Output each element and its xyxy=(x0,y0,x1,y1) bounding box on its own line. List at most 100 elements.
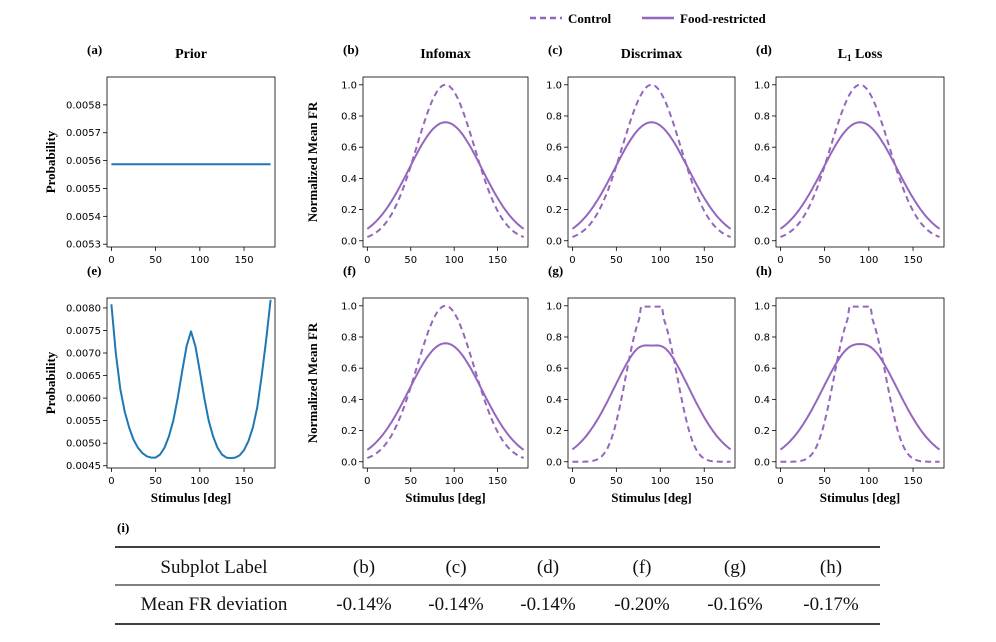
table-header-cell: (g) xyxy=(724,557,746,578)
food-restricted-line xyxy=(366,121,525,230)
x-tick-label: 100 xyxy=(190,255,209,266)
x-tick-label: 0 xyxy=(364,476,370,487)
prior-line xyxy=(110,299,272,460)
panel-title: Discrimax xyxy=(621,47,682,62)
x-tick-label: 100 xyxy=(651,255,670,266)
table-value-cell: -0.17% xyxy=(803,594,859,615)
panel-title: Infomax xyxy=(420,47,471,62)
x-axis-label: Stimulus [deg] xyxy=(820,490,901,505)
x-axis-label: Stimulus [deg] xyxy=(611,490,692,505)
plot-area xyxy=(779,305,941,463)
y-tick-label: 0.0058 xyxy=(66,100,101,111)
x-tick-label: 0 xyxy=(777,255,783,266)
y-tick-label: 1.0 xyxy=(754,301,770,312)
axes-frame xyxy=(106,76,276,248)
panel-label: (g) xyxy=(548,263,563,278)
axes-frame xyxy=(362,76,529,248)
y-tick-label: 0.6 xyxy=(754,364,770,375)
y-tick-label: 0.4 xyxy=(754,174,770,185)
y-tick-label: 0.6 xyxy=(341,364,357,375)
x-tick-label: 50 xyxy=(610,255,623,266)
table-value-cell: -0.20% xyxy=(614,594,670,615)
panel-label: (b) xyxy=(343,42,359,57)
y-tick-label: 0.8 xyxy=(341,332,357,343)
legend: Control Food-restricted xyxy=(530,11,766,26)
panel-title: Prior xyxy=(175,47,207,62)
x-tick-label: 0 xyxy=(777,476,783,487)
x-tick-label: 150 xyxy=(904,476,923,487)
y-tick-label: 0.8 xyxy=(546,111,562,122)
y-tick-label: 0.0 xyxy=(341,236,357,247)
y-tick-label: 0.2 xyxy=(341,426,357,437)
x-tick-label: 50 xyxy=(818,476,831,487)
x-tick-label: 150 xyxy=(488,476,507,487)
y-axis-label: Probability xyxy=(43,130,58,193)
axes-frame xyxy=(362,297,529,469)
x-tick-label: 150 xyxy=(695,255,714,266)
plot-area xyxy=(571,83,732,238)
y-tick-label: 0.8 xyxy=(341,111,357,122)
table-value-cell: -0.14% xyxy=(336,594,392,615)
plot-area xyxy=(779,83,941,238)
y-tick-label: 0.2 xyxy=(546,205,562,216)
x-tick-label: 150 xyxy=(695,476,714,487)
y-tick-label: 0.0054 xyxy=(66,212,101,223)
y-tick-label: 0.6 xyxy=(546,364,562,375)
x-tick-label: 0 xyxy=(569,476,575,487)
y-tick-label: 0.8 xyxy=(754,332,770,343)
x-tick-label: 0 xyxy=(108,476,114,487)
plot-area xyxy=(110,299,272,460)
control-line xyxy=(366,304,525,459)
y-tick-label: 0.0075 xyxy=(66,326,101,337)
y-tick-label: 0.0070 xyxy=(66,349,101,360)
y-tick-label: 0.0055 xyxy=(66,416,101,427)
food-restricted-line xyxy=(366,342,525,451)
y-tick-label: 0.6 xyxy=(754,143,770,154)
y-axis-label: Normalized Mean FR xyxy=(305,101,320,222)
table-panel-label: (i) xyxy=(117,520,129,535)
y-tick-label: 0.0056 xyxy=(66,156,101,167)
panel-label: (a) xyxy=(87,42,102,57)
panel-a: (a) Prior 0 50 100 150 0.0053 0.0054 0.0055 0.005… xyxy=(43,42,276,266)
x-tick-label: 0 xyxy=(364,255,370,266)
panel-g: (g) 0 50 100 150 0.0 0.2 0.4 0.6 0.8 1.0 Stimulus [… xyxy=(546,263,736,505)
y-tick-label: 0.0045 xyxy=(66,461,101,472)
control-line xyxy=(780,83,940,238)
table-header-cell: (f) xyxy=(633,557,652,578)
y-tick-label: 0.0 xyxy=(754,236,770,247)
legend-food-restricted-label: Food-restricted xyxy=(680,11,766,26)
panel-label: (h) xyxy=(756,263,772,278)
axes-frame xyxy=(567,297,736,469)
panel-c: (c) Discrimax 0 50 100 150 0.0 0.2 0.4 0.6 0.8 1.0 xyxy=(546,42,736,266)
axes-frame xyxy=(775,297,945,469)
x-tick-label: 0 xyxy=(569,255,575,266)
food-restricted-line xyxy=(571,344,732,451)
control-line xyxy=(572,305,731,463)
y-tick-label: 0.4 xyxy=(754,395,770,406)
x-tick-label: 100 xyxy=(190,476,209,487)
table-header-cell: (c) xyxy=(445,557,466,578)
panel-label: (d) xyxy=(756,42,772,57)
x-tick-label: 50 xyxy=(404,476,417,487)
x-tick-label: 50 xyxy=(149,255,162,266)
control-line xyxy=(780,305,940,463)
y-tick-label: 0.6 xyxy=(341,143,357,154)
axes-frame xyxy=(775,76,945,248)
x-tick-label: 50 xyxy=(610,476,623,487)
y-tick-label: 1.0 xyxy=(341,80,357,91)
y-tick-label: 0.0053 xyxy=(66,240,101,251)
control-line xyxy=(572,83,731,238)
legend-control-label: Control xyxy=(568,11,611,26)
panel-b: (b) Infomax 0 50 100 150 0.0 0.2 0.4 0.6 0.8 1.0 Nor… xyxy=(305,42,529,266)
table-value-cell: Mean FR deviation xyxy=(141,594,288,615)
x-tick-label: 100 xyxy=(651,476,670,487)
results-table: (i) Subplot Label (b) (c) (d) (f) (g) (h) Mean … xyxy=(115,520,880,625)
food-restricted-line xyxy=(779,121,941,230)
y-tick-label: 1.0 xyxy=(341,301,357,312)
table-header-cell: (h) xyxy=(820,557,842,578)
y-tick-label: 0.0 xyxy=(546,457,562,468)
y-tick-label: 1.0 xyxy=(546,301,562,312)
y-tick-label: 1.0 xyxy=(546,80,562,91)
y-tick-label: 0.0080 xyxy=(66,303,101,314)
